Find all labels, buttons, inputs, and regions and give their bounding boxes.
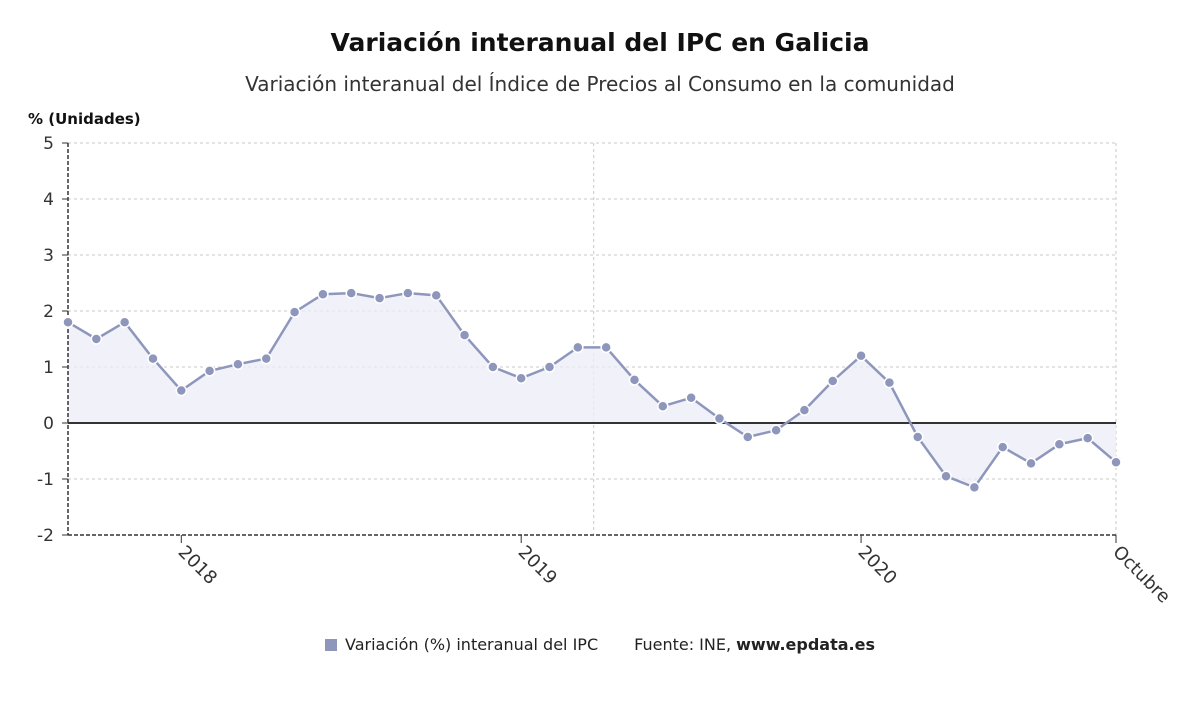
data-point bbox=[628, 374, 641, 386]
axis-layer bbox=[62, 142, 1117, 543]
data-point bbox=[90, 333, 103, 345]
x-tick-label: 2019 bbox=[514, 542, 561, 589]
data-point bbox=[118, 316, 131, 328]
data-point bbox=[996, 441, 1009, 453]
data-point bbox=[62, 316, 74, 328]
data-point bbox=[713, 412, 726, 425]
data-point bbox=[487, 361, 499, 373]
y-tick-label: 0 bbox=[43, 414, 54, 434]
data-point bbox=[317, 288, 329, 300]
data-point bbox=[1053, 438, 1066, 451]
source-site: www.epdata.es bbox=[736, 635, 875, 654]
chart-title: Variación interanual del IPC en Galicia bbox=[330, 28, 870, 57]
data-point bbox=[515, 372, 527, 384]
point-layer bbox=[62, 287, 1122, 494]
y-tick-label: 3 bbox=[43, 246, 54, 266]
data-point bbox=[232, 358, 244, 370]
y-tick-label: -2 bbox=[37, 526, 54, 546]
data-point bbox=[883, 376, 896, 389]
legend-swatch bbox=[324, 638, 337, 651]
data-point bbox=[345, 287, 357, 299]
data-point bbox=[458, 329, 471, 341]
data-point bbox=[1081, 432, 1094, 444]
data-point bbox=[543, 361, 556, 373]
data-point bbox=[770, 424, 782, 437]
source-prefix: Fuente: INE, bbox=[634, 635, 737, 654]
data-point bbox=[855, 350, 867, 362]
y-tick-label: 2 bbox=[43, 302, 54, 322]
data-point bbox=[657, 400, 669, 412]
area-layer bbox=[68, 293, 1116, 488]
data-point bbox=[147, 352, 159, 365]
data-point bbox=[600, 341, 612, 354]
data-point bbox=[373, 292, 386, 304]
data-point bbox=[402, 287, 414, 299]
data-point bbox=[1110, 456, 1122, 468]
legend: Variación (%) interanual del IPC Fuente:… bbox=[0, 635, 1200, 654]
data-point bbox=[430, 289, 442, 302]
y-tick-label: 4 bbox=[43, 190, 54, 210]
y-tick-label: 1 bbox=[43, 358, 54, 378]
x-tick-label: 2018 bbox=[174, 542, 221, 589]
data-point bbox=[940, 470, 952, 482]
data-point bbox=[827, 375, 839, 387]
chart-subtitle: Variación interanual del Índice de Preci… bbox=[245, 72, 955, 96]
data-point bbox=[175, 384, 188, 397]
legend-series-label: Variación (%) interanual del IPC bbox=[344, 635, 599, 654]
series-area bbox=[68, 293, 1116, 488]
x-tick-label: 2020 bbox=[854, 542, 901, 589]
data-point bbox=[288, 306, 301, 318]
x-tick-label: Octubre bbox=[1108, 542, 1174, 608]
data-point bbox=[798, 404, 811, 416]
y-axis-label: % (Unidades) bbox=[28, 110, 141, 128]
data-point bbox=[742, 431, 754, 443]
data-point bbox=[1025, 457, 1037, 470]
data-point bbox=[572, 341, 584, 354]
y-tick-label: -1 bbox=[37, 470, 54, 490]
data-point bbox=[260, 352, 273, 365]
data-point bbox=[968, 481, 981, 494]
data-point bbox=[203, 365, 216, 377]
line-chart: 5 4 3 2 1 0 -1 -2 2018 2019 2020 Octubre bbox=[37, 134, 1174, 608]
data-point bbox=[911, 431, 924, 443]
data-point bbox=[685, 392, 697, 404]
y-tick-label: 5 bbox=[43, 134, 54, 154]
